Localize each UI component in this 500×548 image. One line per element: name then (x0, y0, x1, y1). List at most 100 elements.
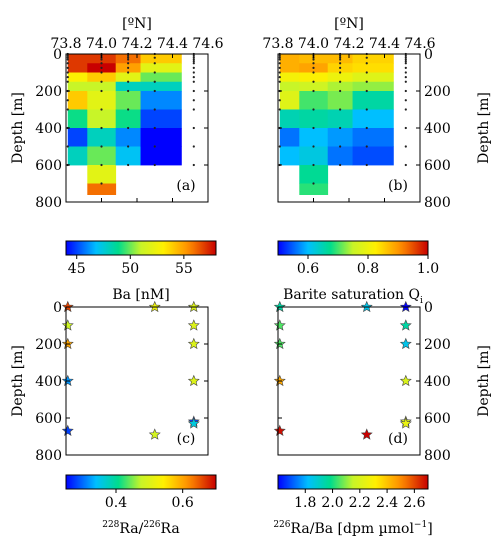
y-tick-label: 400 (35, 121, 62, 137)
y-tick-label: 200 (424, 337, 451, 353)
sample-dot (278, 58, 281, 61)
data-star (273, 337, 286, 350)
sample-dot (127, 56, 130, 59)
sample-dot (192, 99, 195, 102)
sample-dot (404, 99, 407, 102)
heatmap-cell (87, 128, 117, 147)
sample-dot (66, 62, 69, 65)
sample-dot (100, 108, 103, 111)
data-star (360, 428, 373, 440)
sample-dot (127, 58, 130, 61)
sample-dot (278, 62, 281, 65)
heatmap-cell (67, 81, 88, 92)
y-tick-label: 600 (35, 158, 62, 174)
sample-dot (312, 163, 315, 167)
sample-dot (127, 108, 130, 111)
heatmap-cell (327, 128, 353, 147)
sample-dot (404, 89, 407, 93)
heatmap-cell (67, 146, 88, 166)
data-star (273, 424, 286, 437)
sample-dot (192, 58, 195, 61)
sample-dot (404, 108, 407, 111)
colorbar-tick-label: 1.8 (294, 495, 316, 511)
sample-dot (365, 80, 368, 83)
panel-label: (d) (388, 431, 408, 447)
sample-dot (100, 66, 103, 69)
heatmap-cell (87, 183, 117, 195)
heatmap-cell (140, 72, 182, 83)
sample-dot (127, 145, 130, 148)
sample-dot (404, 56, 407, 59)
sample-dot (404, 54, 407, 57)
heatmap-cell (299, 109, 329, 129)
x-tick-label: 74.4 (369, 36, 400, 52)
y-tick-label: 400 (424, 121, 451, 137)
panel-a: 0 200 400 600 800 73.8 74.0 74.2 74.4 74.6 [ºN] Dep… (10, 16, 224, 303)
colorbar (277, 474, 429, 490)
sample-dot (339, 163, 342, 167)
data-star (187, 374, 200, 387)
heatmap-cell (87, 81, 117, 92)
sample-dot (127, 126, 130, 130)
heatmap-cell (299, 183, 329, 195)
sample-dot (278, 54, 281, 57)
heatmap-cell (299, 165, 329, 184)
sample-dot (66, 66, 69, 69)
sample-dot (100, 126, 103, 130)
colorbar-tick-label: 50 (121, 261, 139, 277)
colorbar-label: 226Ra/Ba [dpm µmol−1] (273, 520, 432, 537)
sample-dot (192, 76, 195, 79)
sample-dot (365, 163, 368, 167)
sample-dot (66, 80, 69, 83)
data-star (399, 417, 412, 429)
sample-dot (312, 58, 315, 61)
sample-dot (127, 163, 130, 167)
data-star (399, 300, 412, 313)
sample-dot (404, 163, 407, 167)
sample-dot (365, 145, 368, 148)
y-tick-label: 600 (424, 411, 451, 427)
sample-dot (312, 89, 315, 93)
data-star (187, 337, 200, 350)
sample-dot (153, 145, 156, 148)
colorbar-tick-label: 0.4 (105, 495, 127, 511)
data-star (61, 374, 74, 387)
y-tick-label: 200 (35, 84, 62, 100)
y-tick-label: 600 (35, 411, 62, 427)
colorbar-tick-label: 0.8 (357, 261, 379, 277)
colorbar (65, 240, 217, 256)
sample-dot (365, 71, 368, 74)
x-tick-label: 74.0 (86, 36, 117, 52)
sample-dot (312, 71, 315, 74)
sample-dot (153, 56, 156, 59)
sample-dot (339, 108, 342, 111)
heatmap-cell (352, 109, 394, 129)
sample-dot (127, 89, 130, 93)
sample-dot (278, 108, 281, 111)
colorbar (65, 474, 217, 490)
heatmap-cell (279, 81, 300, 92)
y-tick-label: 200 (35, 337, 62, 353)
sample-dot (365, 108, 368, 111)
heatmap-cell (279, 128, 300, 147)
y-axis-label: Depth [m] (476, 345, 492, 417)
heatmap-cell (115, 72, 141, 83)
sample-dot (192, 145, 195, 148)
sample-dot (404, 60, 407, 63)
heatmap-cell (327, 146, 353, 166)
heatmap-cell (140, 109, 182, 129)
heatmap-cell (115, 91, 141, 110)
sample-dot (312, 108, 315, 111)
sample-dot (66, 71, 69, 74)
heatmap-cell (67, 72, 88, 83)
heatmap-cell (327, 109, 353, 129)
heatmap-cell (279, 54, 300, 73)
heatmap-cell (279, 91, 300, 110)
x-tick-label: 74.2 (121, 36, 152, 52)
heatmap-cell (67, 128, 88, 147)
data-star (148, 300, 161, 313)
data-star (399, 374, 412, 387)
sample-dot (404, 145, 407, 148)
colorbar-tick-label: 0.6 (297, 261, 319, 277)
sample-dot (153, 163, 156, 167)
